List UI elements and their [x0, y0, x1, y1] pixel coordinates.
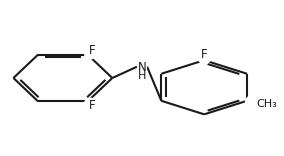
Text: N: N [138, 61, 146, 74]
Text: F: F [89, 100, 96, 112]
Text: F: F [89, 44, 96, 56]
Text: H: H [138, 71, 146, 81]
Text: F: F [201, 49, 208, 61]
Text: CH₃: CH₃ [256, 99, 277, 109]
